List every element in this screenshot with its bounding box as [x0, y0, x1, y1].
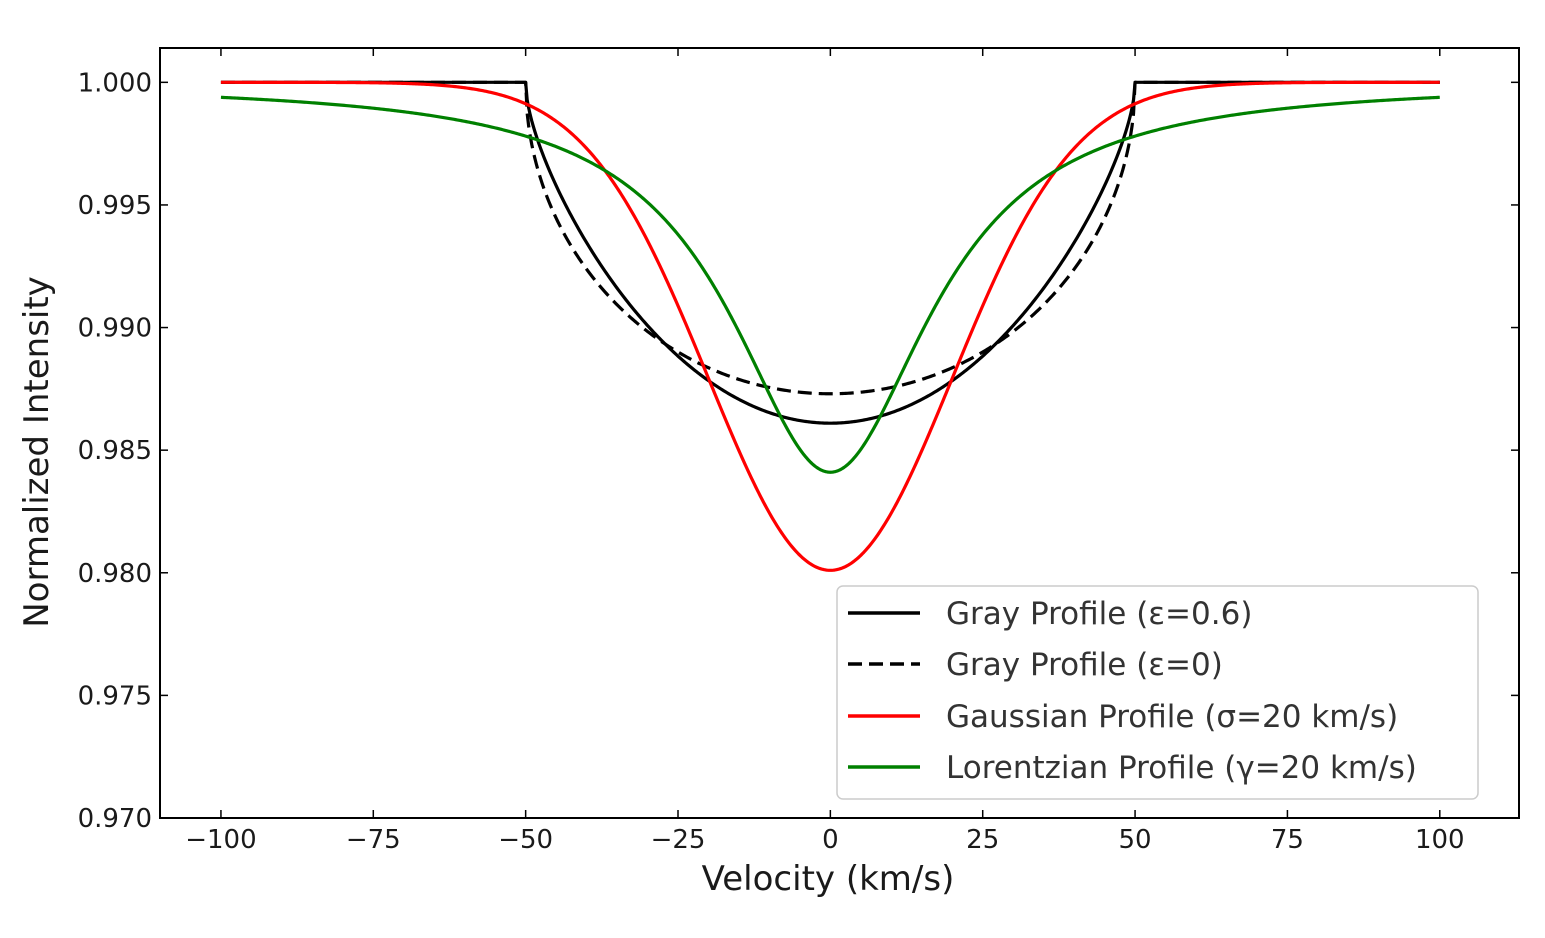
y-tick-label: 0.975 — [78, 681, 152, 711]
y-tick-label: 0.970 — [78, 804, 152, 834]
series-line-2 — [221, 82, 1440, 570]
y-axis-label: Normalized Intensity — [17, 276, 57, 628]
y-tick-label: 0.985 — [78, 436, 152, 466]
x-tick-label: 0 — [822, 825, 839, 855]
x-tick-label: 50 — [1119, 825, 1152, 855]
x-tick-label: −75 — [346, 825, 401, 855]
x-tick-label: 100 — [1415, 825, 1465, 855]
x-axis-label: Velocity (km/s) — [702, 859, 955, 899]
legend-label-lorentzian: Lorentzian Profile (γ=20 km/s) — [946, 750, 1417, 786]
legend-label-gaussian: Gaussian Profile (σ=20 km/s) — [946, 699, 1398, 735]
legend: Gray Profile (ε=0.6) Gray Profile (ε=0) … — [837, 586, 1478, 799]
y-tick-label: 0.995 — [78, 191, 152, 221]
x-tick-label: 25 — [966, 825, 999, 855]
y-tick-label: 1.000 — [78, 68, 152, 98]
x-tick-label: 75 — [1271, 825, 1304, 855]
legend-label-gray-eps06: Gray Profile (ε=0.6) — [946, 596, 1252, 632]
series-line-3 — [221, 97, 1440, 472]
x-tick-label: −50 — [498, 825, 553, 855]
y-tick-label: 0.980 — [78, 559, 152, 589]
x-tick-label: −25 — [651, 825, 706, 855]
series-line-0 — [221, 82, 1440, 423]
series-line-1 — [221, 82, 1440, 393]
x-tick-label: −100 — [185, 825, 256, 855]
y-tick-label: 0.990 — [78, 314, 152, 344]
series-layer — [221, 82, 1440, 570]
legend-label-gray-eps0: Gray Profile (ε=0) — [946, 647, 1223, 683]
line-chart: −100 −75 −50 −25 0 25 50 75 100 0.970 0.975 0.980 0.… — [0, 0, 1545, 938]
